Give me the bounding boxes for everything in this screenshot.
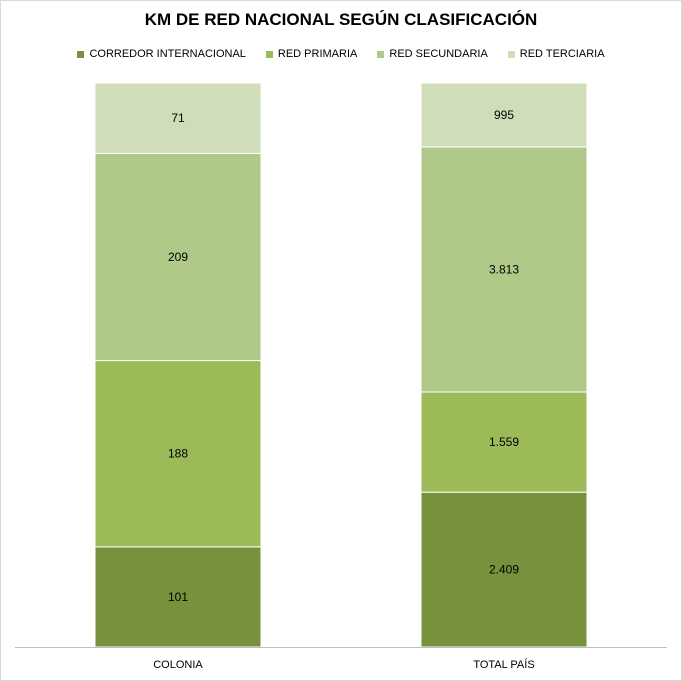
data-label: 995 [494, 108, 514, 122]
legend-item-red-terciaria: RED TERCIARIA [507, 48, 605, 60]
data-label: 71 [171, 111, 185, 125]
legend-label: RED TERCIARIA [519, 48, 605, 60]
bar-segment [94, 152, 262, 362]
legend-label: RED SECUNDARIA [389, 48, 488, 60]
data-label: 101 [168, 590, 188, 604]
legend-label: CORREDOR INTERNACIONAL [89, 48, 246, 60]
legend-swatch [77, 50, 85, 58]
legend-swatch [265, 50, 273, 58]
legend-swatch [377, 50, 385, 58]
legend-item-red-secundaria: RED SECUNDARIA [377, 48, 488, 60]
data-label: 1.559 [489, 435, 519, 449]
legend-item-corredor-internacional: CORREDOR INTERNACIONAL [77, 48, 246, 60]
data-label: 2.409 [489, 563, 519, 577]
bar-segment [420, 82, 588, 148]
bar-segment [94, 360, 262, 548]
category-label: COLONIA [153, 659, 203, 671]
legend: CORREDOR INTERNACIONAL RED PRIMARIA RED … [1, 48, 681, 60]
category-label: TOTAL PAÍS [473, 658, 534, 671]
legend-item-red-primaria: RED PRIMARIA [265, 48, 358, 60]
legend-swatch [507, 50, 515, 58]
chart-title: KM DE RED NACIONAL SEGÚN CLASIFICACIÓN [144, 10, 538, 29]
bar-segment [420, 146, 588, 393]
data-label: 188 [168, 447, 188, 461]
bar-segment [420, 391, 588, 493]
legend-label: RED PRIMARIA [277, 48, 358, 60]
bar-segment [420, 491, 588, 648]
bar-segment [94, 82, 262, 154]
data-label: 3.813 [489, 262, 519, 276]
data-label: 209 [168, 250, 188, 264]
